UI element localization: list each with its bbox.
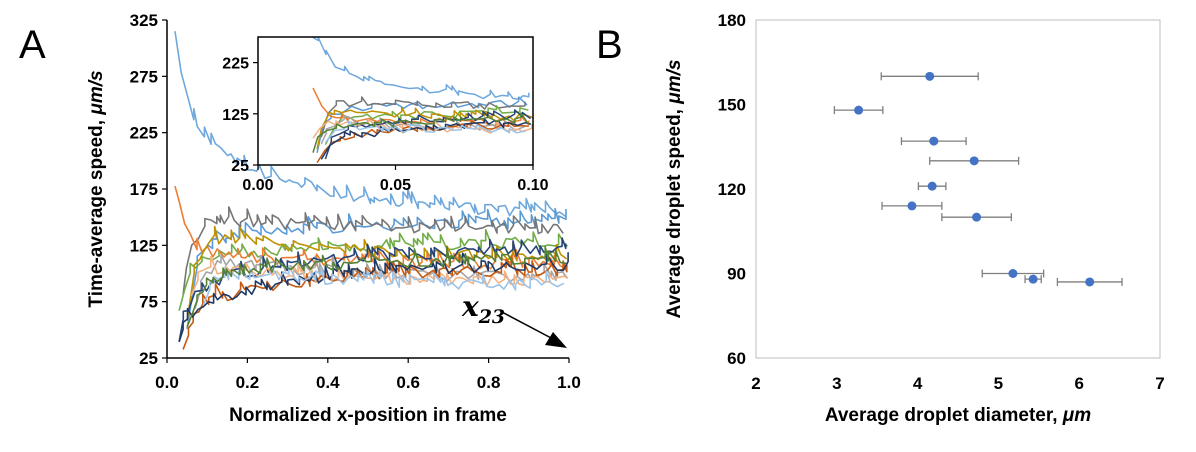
b-xtick-label: 7: [1155, 374, 1164, 393]
b-y-axis-title-unit: μm/s: [664, 60, 685, 105]
inset-ytick-label: 225: [222, 56, 249, 73]
a-series-line: [186, 245, 567, 328]
inset-ytick-label: 125: [222, 107, 249, 124]
a-xtick-label: 0.4: [316, 373, 340, 392]
b-xtick-label: 6: [1074, 374, 1083, 393]
a-series-line: [186, 207, 567, 330]
b-data-point: [972, 212, 982, 222]
a-xtick-label: 0.2: [236, 373, 260, 392]
b-xticks: 2 3 4 5 6 7: [751, 374, 1164, 393]
b-data-point: [1085, 277, 1095, 287]
b-data-point: [1028, 274, 1038, 284]
inset-series-line: [320, 117, 532, 160]
a-ytick-label: 75: [139, 293, 158, 312]
a-yticks: 25 75 125 175 225 275 325: [130, 11, 167, 368]
a-xtick-label: 0.0: [155, 373, 179, 392]
a-ytick-label: 225: [130, 124, 158, 143]
a-y-axis-title: Time-average speed, μm/s: [86, 70, 107, 307]
panel-label-a: A: [19, 23, 46, 67]
b-y-axis-title-text: Average droplet speed,: [664, 104, 685, 319]
b-data-point: [969, 156, 979, 166]
b-xtick-label: 3: [832, 374, 841, 393]
b-yticks: 60 90 120 150 180: [718, 11, 746, 368]
x23-label-main: x: [461, 290, 479, 323]
a-ytick-label: 175: [130, 180, 158, 199]
b-ytick-label: 60: [727, 349, 746, 368]
panel-b: 60 90 120 150 180 2 3 4 5 6 7 Average droplet dia…: [664, 11, 1165, 426]
a-ytick-label: 325: [130, 11, 158, 30]
x23-arrow-shaft: [499, 310, 554, 340]
b-data-point: [925, 71, 935, 81]
a-xtick-label: 0.6: [396, 373, 420, 392]
a-x-axis-title: Normalized x-position in frame: [229, 405, 507, 426]
b-x-axis-title-unit: μm: [1062, 405, 1091, 426]
b-plot-frame: [755, 19, 1161, 359]
b-x-axis-title: Average droplet diameter, μm: [825, 405, 1091, 426]
panel-a: 25 75 125 175 225 275 325 0.0 0.2 0.4 0.6 0.8 1.0 N…: [86, 11, 581, 426]
a-xticks: 0.0 0.2 0.4 0.6 0.8 1.0: [155, 358, 581, 392]
x23-arrow-head: [545, 332, 567, 348]
a-xtick-label: 0.8: [477, 373, 501, 392]
b-points: [833, 71, 1123, 287]
inset-series-line: [324, 104, 529, 145]
a-inset-yticks: 25 125 225: [222, 56, 258, 175]
inset-series-line: [324, 120, 526, 144]
a-inset-xticks: 0.00 0.05 0.10: [242, 165, 549, 194]
a-y-axis-title-text: Time-average speed,: [86, 115, 107, 308]
b-xtick-label: 2: [751, 374, 760, 393]
a-traces: [174, 31, 569, 350]
panel-label-b: B: [596, 23, 623, 67]
inset-ytick-label: 25: [231, 158, 249, 175]
a-xtick-label: 1.0: [557, 373, 581, 392]
x23-annotation: x23: [461, 290, 567, 348]
b-xtick-label: 5: [994, 374, 1003, 393]
a-ytick-label: 25: [139, 349, 158, 368]
a-ytick-label: 125: [130, 236, 158, 255]
a-ytick-label: 275: [130, 67, 158, 86]
b-data-point: [854, 105, 864, 115]
b-data-point: [1008, 269, 1018, 278]
inset-series-line: [312, 36, 530, 101]
inset-xtick-label: 0.05: [380, 177, 411, 194]
inset-xtick-label: 0.10: [517, 177, 548, 194]
x23-label-sub: 23: [478, 306, 505, 328]
b-ytick-label: 180: [718, 11, 746, 30]
a-y-axis-title-unit: μm/s: [86, 70, 107, 115]
a-series-line: [182, 206, 564, 295]
a-series-line: [202, 265, 565, 306]
inset-series-line: [316, 106, 533, 150]
inset-xtick-label: 0.00: [242, 177, 273, 194]
a-series-line: [178, 228, 569, 311]
x23-label: x23: [461, 290, 505, 328]
a-inset: 25 125 225 0.00 0.05 0.10: [222, 36, 549, 194]
b-ytick-label: 120: [718, 180, 746, 199]
b-ytick-label: 90: [727, 265, 746, 284]
a-series-line: [174, 31, 567, 218]
b-y-axis-title: Average droplet speed, μm/s: [664, 60, 685, 319]
b-xtick-label: 4: [913, 374, 923, 393]
b-ytick-label: 150: [718, 96, 746, 115]
a-inset-traces: [312, 36, 533, 164]
b-data-point: [929, 136, 939, 146]
b-data-point: [907, 201, 917, 211]
b-data-point: [927, 181, 937, 191]
inset-series-line: [320, 96, 526, 138]
a-series-line: [186, 225, 568, 321]
b-x-axis-title-text: Average droplet diameter,: [825, 405, 1063, 426]
inset-series-line: [312, 112, 530, 153]
a-series-line: [194, 254, 569, 309]
